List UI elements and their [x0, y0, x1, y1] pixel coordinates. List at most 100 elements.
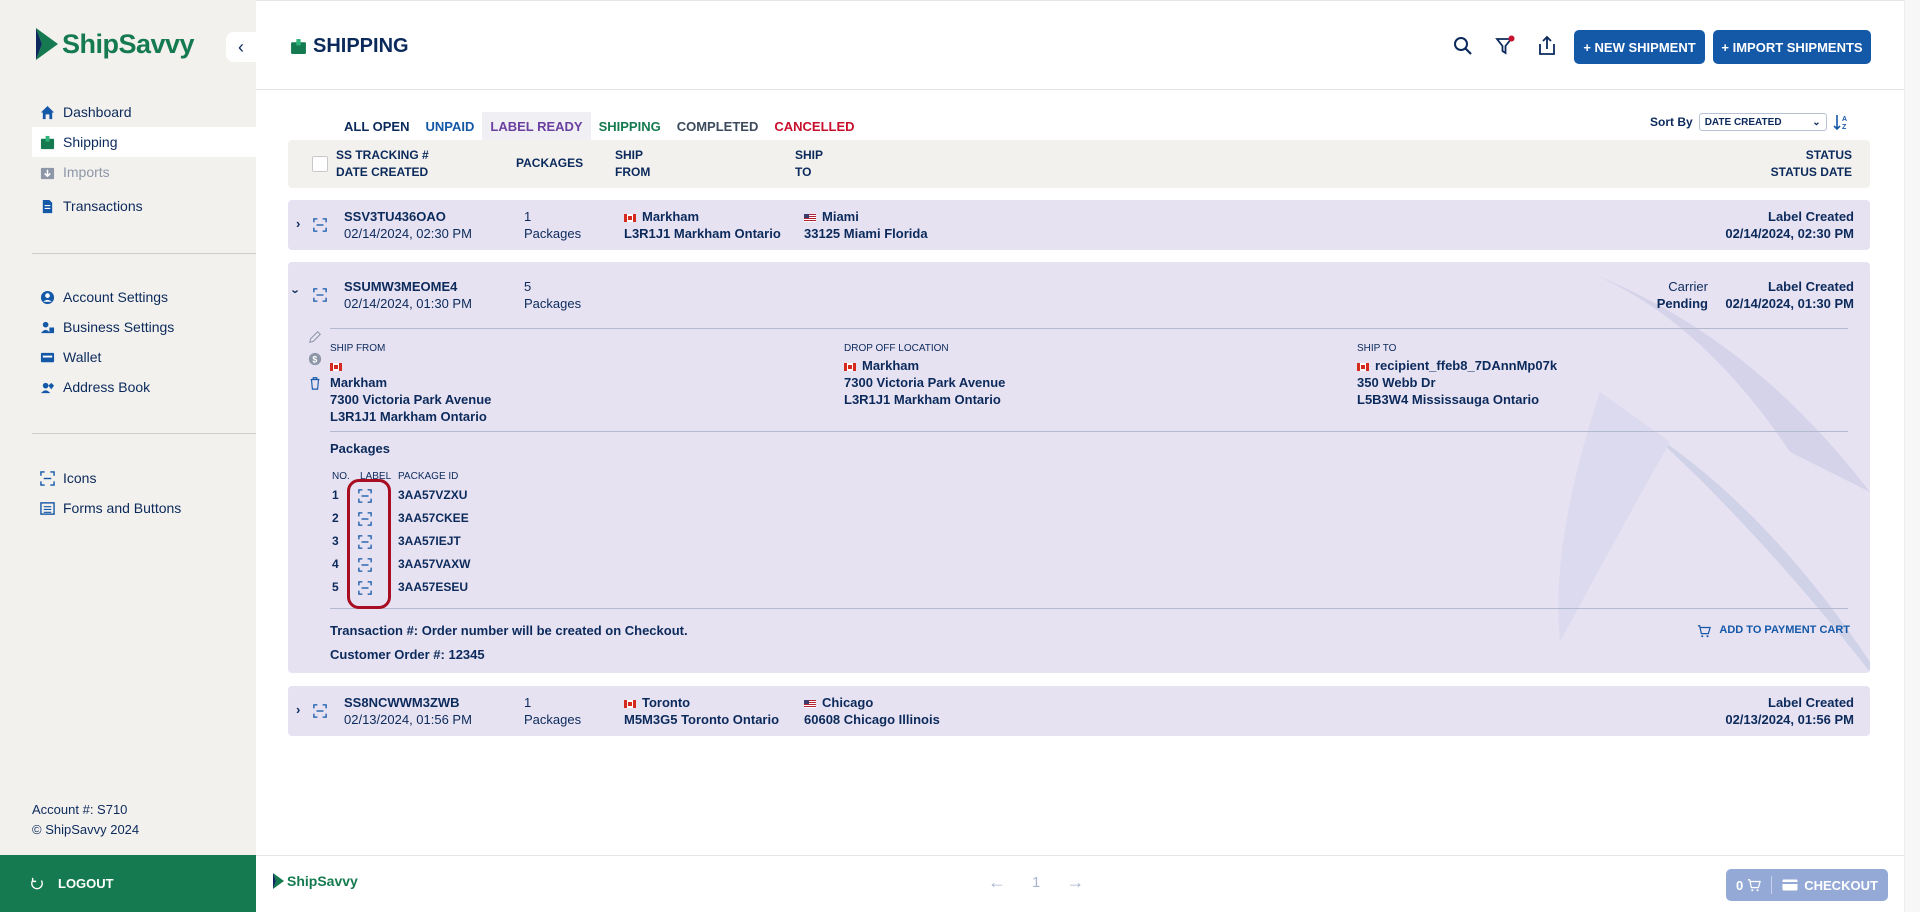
tracking-number: SSV3TU436OAO: [344, 209, 446, 224]
sidebar-item-shipping[interactable]: Shipping: [32, 127, 256, 157]
logo-watermark: [1558, 262, 1870, 672]
package-id: 3AA57ESEU: [398, 580, 469, 594]
svg-text:$: $: [312, 355, 317, 365]
from-city: Markham: [642, 209, 700, 224]
sidebar-item-account-settings[interactable]: Account Settings: [32, 282, 256, 312]
shipsavvy-logo[interactable]: ShipSavvy: [34, 28, 195, 60]
shipment-row[interactable]: › SSV3TU436OAO 02/14/2024, 02:30 PM 1 Pa…: [288, 200, 1870, 250]
detail-divider: [330, 608, 1848, 609]
list-icon: [40, 501, 55, 515]
new-shipment-button[interactable]: + NEW SHIPMENT: [1574, 30, 1705, 64]
ship-to-detail: SHIP TO recipient_ffeb8_7DAnnMp07k 350 W…: [1357, 340, 1557, 408]
account-number: Account #: S710: [32, 802, 128, 817]
sort-by-value: DATE CREATED: [1704, 116, 1782, 128]
tab-cancelled[interactable]: CANCELLED: [774, 119, 855, 134]
chevron-down-icon[interactable]: ›: [288, 289, 304, 294]
canada-flag-icon: [624, 213, 636, 222]
svg-text:Z: Z: [1842, 124, 1847, 131]
shipment-row[interactable]: › SS8NCWWM3ZWB 02/13/2024, 01:56 PM 1 Pa…: [288, 686, 1870, 736]
canada-flag-icon: [330, 362, 342, 371]
packages-title: Packages: [330, 441, 390, 456]
sort-direction-icon[interactable]: AZ: [1833, 113, 1851, 131]
scrollbar[interactable]: [1904, 0, 1920, 912]
sidebar-item-transactions[interactable]: Transactions: [32, 191, 256, 221]
ship-to-city: L5B3W4 Mississauga Ontario: [1357, 392, 1540, 407]
canada-flag-icon: [1357, 362, 1369, 371]
page-title: SHIPPING: [290, 35, 409, 58]
header-ship-from-label-2: FROM: [615, 165, 651, 179]
edit-pencil-icon[interactable]: [308, 330, 322, 344]
header-status-date-label: STATUS DATE: [1770, 165, 1852, 179]
label-barcode-icon[interactable]: [358, 512, 372, 526]
pagination: ← 1 →: [988, 872, 1084, 893]
sort-by-select[interactable]: DATE CREATED ⌄: [1698, 113, 1827, 131]
add-to-payment-cart-button[interactable]: ADD TO PAYMENT CART: [1697, 622, 1850, 639]
select-all-checkbox[interactable]: [312, 156, 328, 172]
col-package-id: PACKAGE ID: [398, 471, 459, 482]
ship-to-cell: Chicago 60608 Chicago Illinois: [804, 694, 940, 728]
tracking-cell: SSV3TU436OAO 02/14/2024, 02:30 PM: [344, 208, 472, 242]
label-barcode-icon[interactable]: [358, 535, 372, 549]
header-packages: PACKAGES: [516, 156, 584, 170]
settings-nav: Account Settings Business Settings Walle…: [32, 282, 256, 402]
tab-all-open[interactable]: ALL OPEN: [344, 119, 410, 134]
barcode-scan-icon[interactable]: [313, 218, 327, 232]
sort-by-label: Sort By: [1650, 115, 1693, 129]
sidebar-item-forms-and-buttons[interactable]: Forms and Buttons: [32, 493, 256, 523]
sidebar-item-address-book[interactable]: Address Book: [32, 372, 256, 402]
trash-icon[interactable]: [308, 376, 322, 390]
chevron-right-icon[interactable]: ›: [296, 216, 301, 231]
status-date: 02/14/2024, 02:30 PM: [1725, 226, 1854, 241]
detail-divider: [330, 431, 1848, 432]
arrow-right-icon[interactable]: →: [1066, 872, 1085, 892]
package-icon: [291, 39, 306, 54]
to-address: 33125 Miami Florida: [804, 226, 928, 241]
status-date: 02/14/2024, 01:30 PM: [1725, 296, 1854, 311]
chevron-left-icon: ‹: [238, 36, 244, 57]
chevron-right-icon[interactable]: ›: [296, 702, 301, 717]
sidebar-item-label: Dashboard: [63, 104, 132, 120]
dropoff-city: L3R1J1 Markham Ontario: [844, 392, 1001, 407]
collapse-sidebar-button[interactable]: ‹: [226, 32, 256, 62]
search-icon[interactable]: [1452, 35, 1474, 57]
transaction-info: Transaction #: Order number will be crea…: [330, 623, 688, 638]
to-city: Miami: [822, 209, 859, 224]
date-created: 02/13/2024, 01:56 PM: [344, 712, 472, 727]
ship-to-cell: Miami 33125 Miami Florida: [804, 208, 928, 242]
sidebar-item-dashboard[interactable]: Dashboard: [32, 97, 256, 127]
sidebar-item-icons[interactable]: Icons: [32, 463, 256, 493]
barcode-scan-icon[interactable]: [313, 704, 327, 718]
label-barcode-icon[interactable]: [358, 558, 372, 572]
import-shipments-button[interactable]: + IMPORT SHIPMENTS: [1713, 30, 1871, 64]
dollar-icon[interactable]: $: [308, 352, 322, 366]
package-id: 3AA57IEJT: [398, 534, 461, 548]
tab-label-ready[interactable]: LABEL READY: [482, 112, 591, 141]
detail-divider: [330, 328, 1848, 329]
logout-button[interactable]: LOGOUT: [0, 855, 256, 912]
package-icon: [40, 135, 55, 149]
canada-flag-icon: [844, 362, 856, 371]
sidebar-item-imports[interactable]: Imports: [32, 157, 256, 187]
barcode-scan-icon[interactable]: [313, 288, 327, 302]
package-count: 1: [524, 209, 532, 224]
sidebar-item-business-settings[interactable]: Business Settings: [32, 312, 256, 342]
export-icon[interactable]: [1536, 35, 1558, 57]
tab-shipping[interactable]: SHIPPING: [598, 119, 661, 134]
arrow-left-icon[interactable]: ←: [988, 872, 1006, 892]
tab-completed[interactable]: COMPLETED: [676, 119, 759, 134]
wallet-icon: [40, 352, 55, 362]
status-cell: Label Created 02/13/2024, 01:56 PM: [1725, 694, 1854, 728]
current-page[interactable]: 1: [1032, 874, 1041, 891]
sidebar-item-label: Address Book: [63, 379, 151, 395]
sidebar-item-wallet[interactable]: Wallet: [32, 342, 256, 372]
filter-icon[interactable]: [1494, 35, 1516, 57]
sidebar-item-label: Transactions: [63, 198, 143, 214]
ship-to-name: recipient_ffeb8_7DAnnMp07k: [1375, 358, 1558, 373]
status-filter-tabs: ALL OPEN UNPAID LABEL READY SHIPPING COM…: [336, 112, 863, 141]
header-tracking-label: SS TRACKING #: [336, 148, 429, 162]
checkout-button[interactable]: 0 CHECKOUT: [1726, 869, 1888, 901]
shipment-row-expanded[interactable]: › SSUMW3MEOME4 02/14/2024, 01:30 PM 5 Pa…: [288, 262, 1870, 673]
customer-order: Customer Order #: 12345: [330, 647, 485, 662]
tab-unpaid[interactable]: UNPAID: [425, 119, 475, 134]
label-barcode-icon[interactable]: [358, 581, 372, 595]
